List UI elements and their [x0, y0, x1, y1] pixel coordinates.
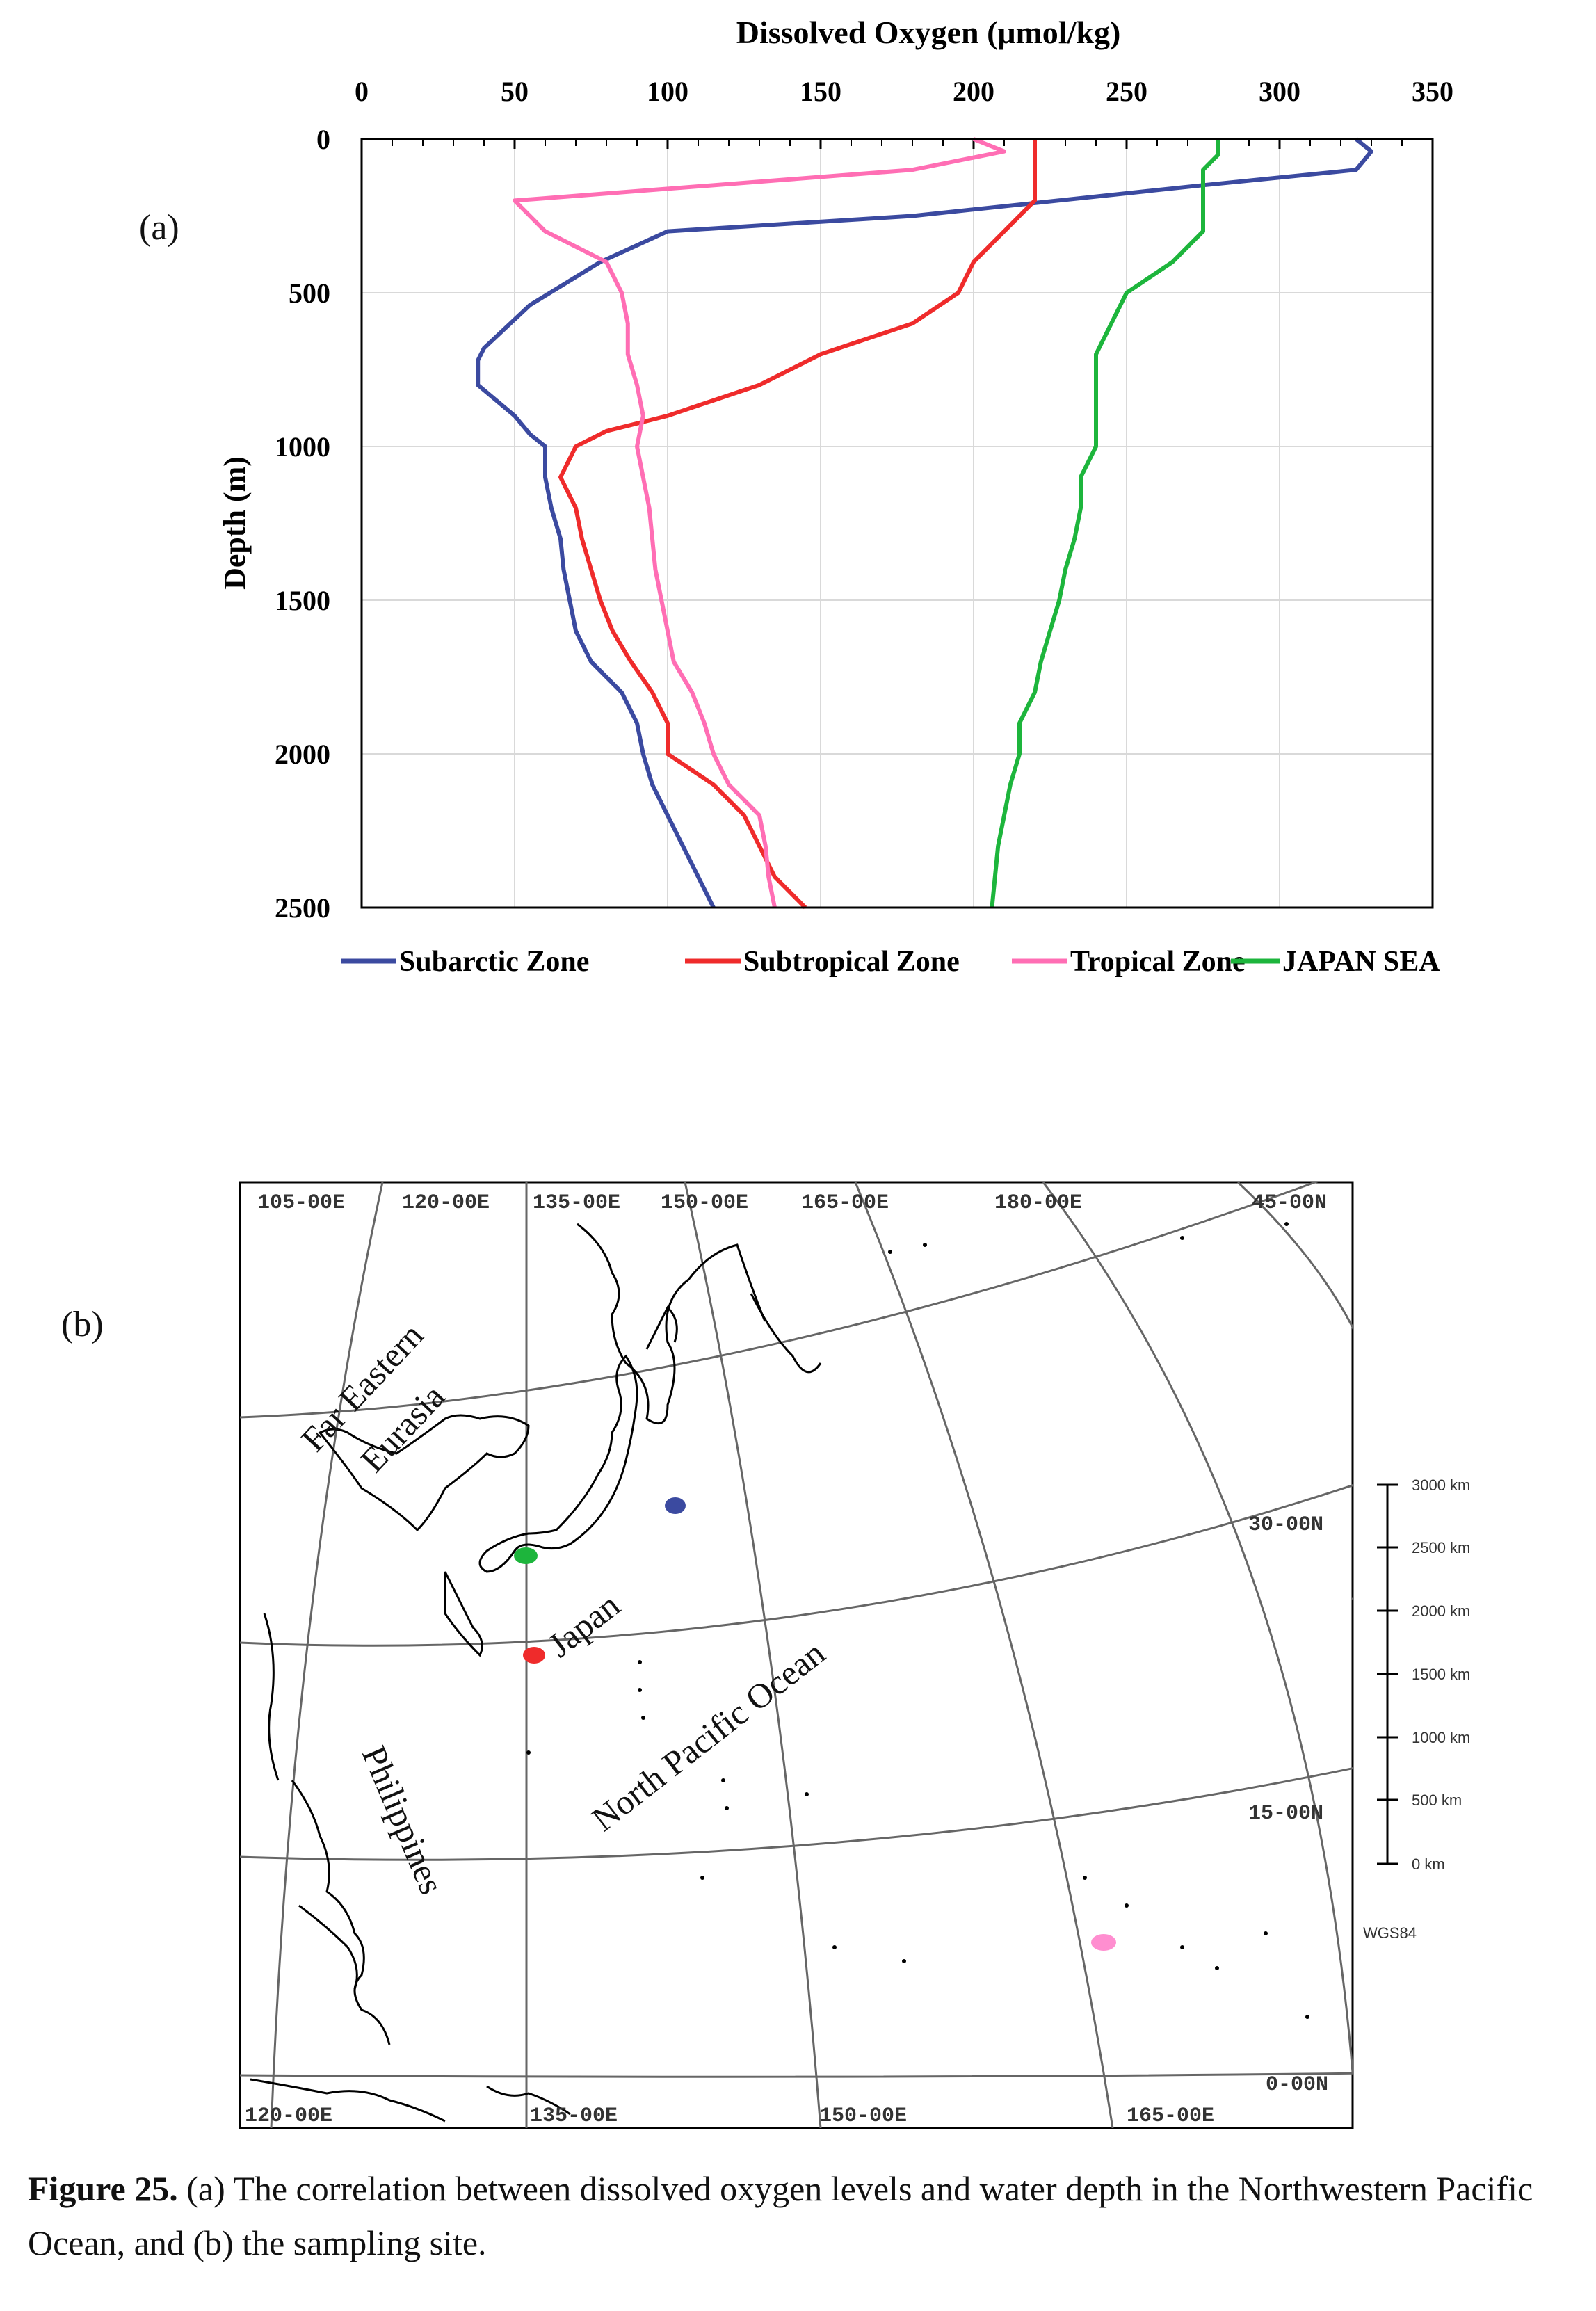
dissolved-oxygen-chart: Dissolved Oxygen (μmol/kg) 0 50 100 150 200 2… [218, 15, 1453, 978]
legend-label: Subtropical Zone [743, 946, 960, 978]
lat-label-45: 45-00N [1252, 1191, 1327, 1215]
y-tick-label: 1500 [275, 585, 330, 616]
x-tick-label: 200 [953, 76, 994, 107]
lon-label-bottom-120: 120-00E [245, 2104, 332, 2128]
series-line [476, 137, 1373, 909]
x-tick-label: 150 [800, 76, 841, 107]
series-lines [476, 137, 1373, 910]
map-bottom-lon-labels: 120-00E 135-00E 150-00E 165-00E [245, 2104, 1214, 2128]
x-tick-label: 250 [1106, 76, 1147, 107]
x-tick-label: 300 [1259, 76, 1300, 107]
sampling-sites [514, 1497, 1116, 1951]
lon-label-105: 105-00E [257, 1191, 345, 1215]
series-line [513, 137, 1006, 908]
figure-caption: Figure 25. (a) The correlation between d… [28, 2161, 1579, 2270]
panel-a-label: (a) [139, 208, 179, 248]
map-graticule [240, 1182, 1353, 2128]
y-tick-label: 2000 [275, 739, 330, 770]
series-line [558, 139, 1037, 910]
lon-label-bottom-135: 135-00E [530, 2104, 618, 2128]
x-tick-label: 0 [355, 76, 369, 107]
caption-text: (a) The correlation between dissolved ox… [28, 2169, 1533, 2262]
sampling-site-map: 105-00E 120-00E 135-00E 150-00E 165-00E … [239, 1181, 1470, 2129]
y-tick-labels: 0 500 1000 1500 2000 2500 [275, 124, 330, 924]
y-axis-title: Depth (m) [218, 456, 252, 590]
figure-number: Figure 25. [28, 2169, 178, 2208]
lon-label-150: 150-00E [661, 1191, 748, 1215]
lat-label-15: 15-00N [1248, 1802, 1323, 1826]
panel-b-label: (b) [61, 1305, 104, 1344]
scale-label-0: 0 km [1412, 1855, 1445, 1873]
lon-label-120: 120-00E [402, 1191, 490, 1215]
lon-label-bottom-165: 165-00E [1127, 2104, 1214, 2128]
y-tick-label: 1000 [275, 431, 330, 462]
chart-grid [362, 139, 1433, 908]
legend-label: Subarctic Zone [399, 946, 589, 978]
legend-label: JAPAN SEA [1282, 946, 1440, 978]
x-tick-label: 350 [1412, 76, 1453, 107]
scale-label-3000: 3000 km [1412, 1476, 1470, 1494]
x-axis-title: Dissolved Oxygen (μmol/kg) [736, 15, 1121, 50]
y-tick-label: 500 [289, 277, 330, 309]
lat-label-0: 0-00N [1266, 2073, 1328, 2097]
scale-label-2000: 2000 km [1412, 1602, 1470, 1620]
chart-legend: Subarctic Zone Subtropical Zone Tropical Z… [341, 946, 1440, 978]
plot-frame [360, 138, 1434, 909]
site-subtropical [523, 1647, 545, 1664]
map-coastlines [250, 1223, 822, 2123]
scale-label-500: 500 km [1412, 1791, 1462, 1809]
lon-label-bottom-150: 150-00E [819, 2104, 907, 2128]
lon-label-165: 165-00E [801, 1191, 889, 1215]
scale-label-1000: 1000 km [1412, 1729, 1470, 1746]
map-lat-labels: 30-00N 15-00N 0-00N [1248, 1513, 1328, 2097]
lon-label-180: 180-00E [994, 1191, 1082, 1215]
site-tropical [1091, 1934, 1116, 1951]
datum-label: WGS84 [1363, 1924, 1417, 1942]
scale-label-2500: 2500 km [1412, 1539, 1470, 1556]
x-tick-labels: 0 50 100 150 200 250 300 350 [355, 76, 1453, 107]
site-japan-sea [514, 1547, 538, 1564]
map-scale-bar: 3000 km 2500 km 2000 km 1500 km 1000 km … [1363, 1476, 1470, 1942]
x-tick-label: 50 [501, 76, 529, 107]
lat-label-30: 30-00N [1248, 1513, 1323, 1537]
x-tick-label: 100 [647, 76, 688, 107]
lon-label-135: 135-00E [533, 1191, 620, 1215]
map-top-lon-labels: 105-00E 120-00E 135-00E 150-00E 165-00E … [257, 1191, 1327, 1215]
scale-label-1500: 1500 km [1412, 1666, 1470, 1683]
site-subarctic [665, 1497, 686, 1514]
y-tick-label: 2500 [275, 892, 330, 924]
legend-label: Tropical Zone [1070, 946, 1246, 978]
y-tick-label: 0 [316, 124, 330, 155]
map-islands [526, 1222, 1309, 2019]
series-line [990, 139, 1220, 908]
